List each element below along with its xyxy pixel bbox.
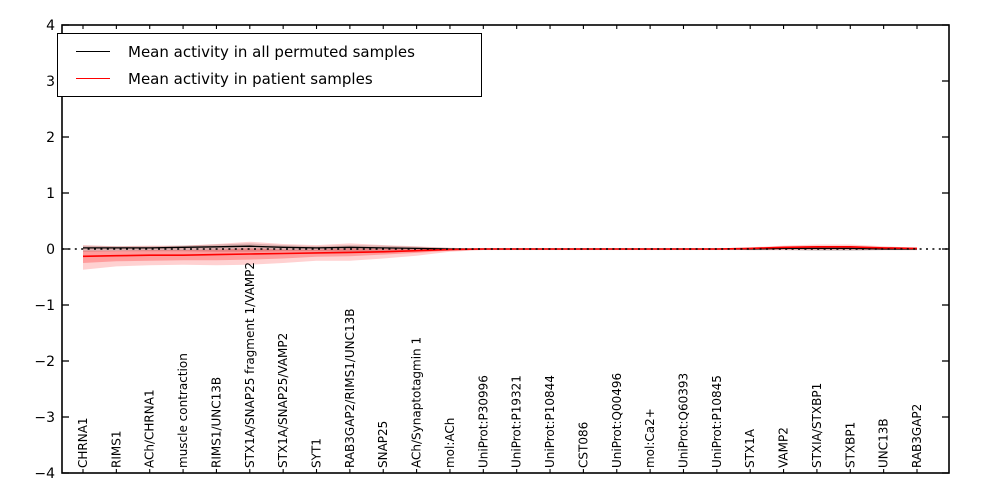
y-tick-label: −3 [34, 410, 55, 426]
x-tick-label: UniProt:P10844 [543, 375, 557, 468]
x-tick-label: STXBP1 [843, 422, 857, 468]
x-tick-label: STXIA/STXBP1 [810, 383, 824, 468]
y-tick-label: 0 [46, 242, 55, 258]
x-tick-label: RAB3GAP2 [910, 404, 924, 468]
legend-item-patient: Mean activity in patient samples [68, 67, 481, 91]
y-tick-label: −4 [34, 466, 55, 482]
x-tick-label: STX1A [743, 428, 757, 468]
legend-label-permuted: Mean activity in all permuted samples [128, 42, 415, 61]
x-tick-label: CHRNA1 [76, 417, 90, 468]
x-tick-label: UNC13B [877, 418, 891, 468]
patient-band-inner [83, 246, 917, 263]
x-tick-label: RAB3GAP2/RIMS1/UNC13B [343, 308, 357, 468]
x-tick-label: STX1A/SNAP25/VAMP2 [276, 333, 290, 468]
x-tick-label: RIMS1 [109, 431, 123, 468]
x-tick-label: UniProt:P10845 [710, 375, 724, 468]
legend-line-black-icon [76, 51, 110, 52]
x-tick-label: UniProt:P19321 [510, 375, 524, 468]
y-tick-label: −2 [34, 354, 55, 370]
x-tick-label: ACh/CHRNA1 [143, 389, 157, 468]
y-tick-label: 4 [46, 18, 55, 34]
y-tick-label: 1 [46, 186, 55, 202]
patient-mean-line [82, 246, 918, 258]
x-tick-label: mol:Ca2+ [643, 408, 657, 468]
legend-item-permuted: Mean activity in all permuted samples [68, 40, 481, 64]
x-tick-label: UniProt:Q00496 [610, 373, 624, 468]
x-tick-label: UniProt:Q60393 [676, 373, 690, 468]
x-tick-label: UniProt:P30996 [476, 375, 490, 468]
x-tick-label: SYT1 [310, 438, 324, 468]
y-tick-label: 3 [46, 74, 55, 90]
x-tick-label: mol:ACh [443, 418, 457, 468]
x-tick-label: VAMP2 [777, 427, 791, 468]
x-tick-label: STX1A/SNAP25 fragment 1/VAMP2 [243, 262, 257, 468]
y-tick-label: 2 [46, 130, 55, 146]
legend: Mean activity in all permuted samples Me… [57, 33, 482, 97]
legend-line-red-icon [76, 78, 110, 79]
x-tick-label: RIMS1/UNC13B [209, 377, 223, 468]
x-tick-label: CST086 [576, 422, 590, 468]
x-tick-label: ACh/Synaptotagmin 1 [410, 337, 424, 468]
y-tick-label: −1 [34, 298, 55, 314]
permuted-band [83, 243, 917, 252]
x-tick-label: SNAP25 [376, 421, 390, 468]
legend-label-patient: Mean activity in patient samples [128, 69, 373, 88]
x-tick-label: muscle contraction [176, 353, 190, 468]
